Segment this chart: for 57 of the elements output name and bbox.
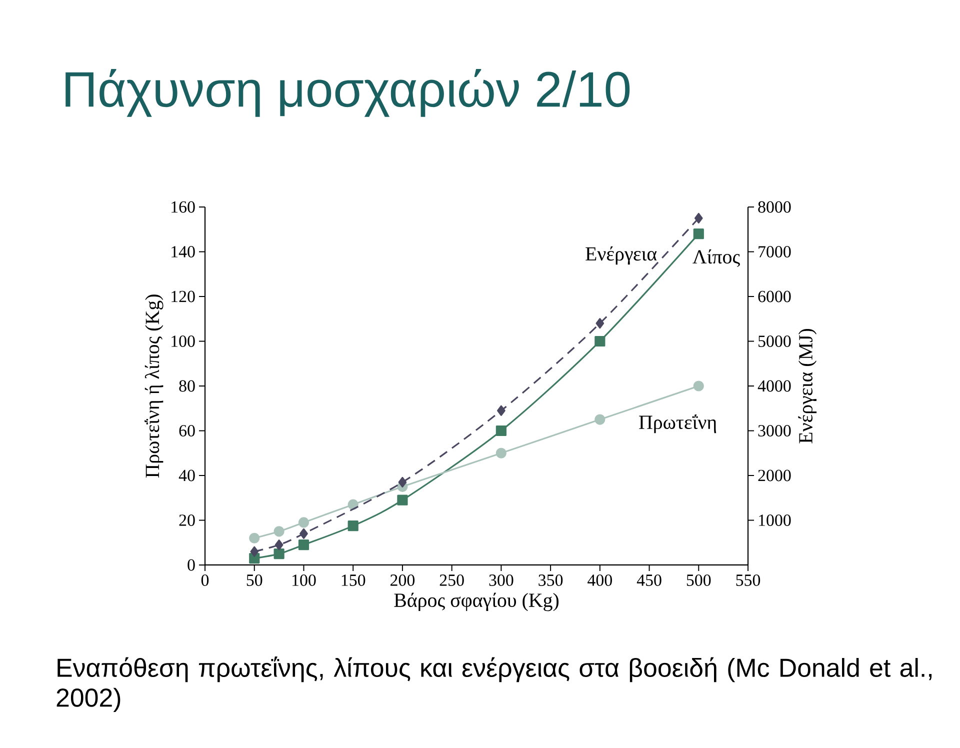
x-tick-label: 450 [636, 574, 662, 586]
point [693, 228, 704, 240]
y-axis-title: Πρωτεΐνη ή λίπος (Kg) [144, 294, 164, 478]
y-tick-label: 80 [179, 380, 195, 392]
y-tick-label: 20 [179, 514, 195, 526]
point [398, 476, 407, 488]
x-tick-label: 400 [588, 574, 612, 586]
x-tick-label: 200 [390, 574, 415, 586]
x-tick-label: 50 [246, 574, 262, 586]
point [274, 540, 284, 550]
point [596, 318, 604, 329]
series-label: Πρωτεΐνη [639, 414, 716, 434]
x-axis-title: Βάρος σφαγίου (Kg) [394, 592, 559, 612]
point [594, 336, 606, 347]
series-label: Λίπος [692, 249, 740, 267]
y-tick-label: 140 [172, 246, 195, 258]
point [497, 405, 506, 416]
y2-tick-label: 5000 [758, 336, 791, 347]
y-tick-label: 60 [179, 425, 195, 436]
y2-tick-label: 4000 [758, 380, 791, 392]
x-tick-label: 550 [736, 574, 760, 586]
y2-axis-title: Ενέργεια (MJ) [798, 328, 817, 444]
y2-tick-label: 3000 [758, 425, 791, 436]
point [249, 532, 260, 544]
point [300, 528, 308, 539]
y2-tick-label: 6000 [758, 290, 791, 302]
point [274, 548, 284, 560]
point [348, 520, 358, 532]
point [693, 380, 704, 392]
y2-tick-label: 1000 [759, 514, 791, 526]
chart-title: Πάχυνση μοσχαριών 2/10 [66, 69, 630, 117]
x-tick-label: 250 [440, 574, 464, 586]
point [250, 546, 259, 557]
point [594, 414, 606, 425]
point [694, 212, 703, 224]
y2-tick-label: 2000 [758, 470, 791, 482]
series-label: Ενέργεια [586, 246, 657, 265]
x-tick-label: 300 [489, 574, 514, 586]
point [274, 526, 284, 537]
point [298, 517, 310, 528]
y-tick-label: 40 [178, 470, 195, 482]
y-tick-label: 120 [172, 290, 195, 302]
point [298, 540, 310, 550]
y-tick-label: 160 [172, 201, 195, 213]
point [397, 494, 408, 506]
x-tick-label: 100 [292, 574, 316, 586]
x-tick-label: 350 [538, 574, 563, 586]
y2-tick-label: 7000 [758, 246, 791, 258]
text: Εναπόθεση πρωτεΐνης, λίπους και ενέργειας στα βοοειδή (Mc Donald et al., 2002) [56, 656, 932, 712]
point [496, 448, 506, 458]
x-tick-label: 500 [686, 574, 711, 586]
point [496, 425, 506, 436]
x-tick-label: 0 [201, 574, 209, 586]
x-tick-label: 150 [342, 574, 366, 586]
y2-tick-label: 8000 [758, 201, 791, 213]
y-tick-label: 0 [188, 559, 195, 571]
y-tick-label: 100 [172, 336, 195, 347]
